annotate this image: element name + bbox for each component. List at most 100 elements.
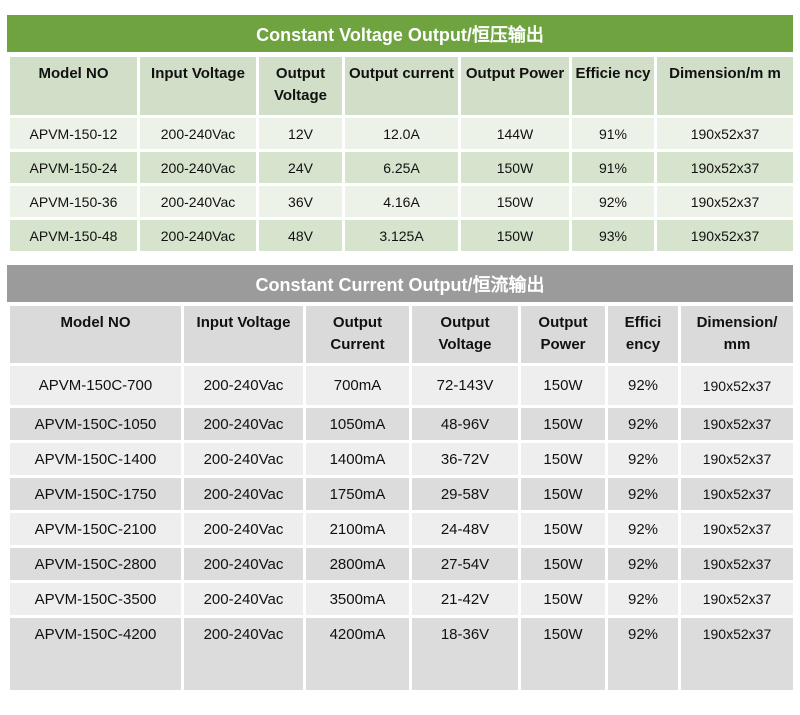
table-cell: 150W <box>518 615 608 693</box>
table-cell: 2100mA <box>303 510 412 548</box>
table-cell: APVM-150C-1750 <box>7 475 184 513</box>
table-cell: APVM-150-36 <box>7 183 140 220</box>
table-cell: 150W <box>518 405 608 443</box>
table-cell: APVM-150C-700 <box>7 363 184 408</box>
table-cell: 92% <box>569 183 657 220</box>
table-cell: 190x52x37 <box>678 405 796 443</box>
table-cell: 190x52x37 <box>678 510 796 548</box>
table-cell: 150W <box>458 217 572 254</box>
constant-voltage-table: Model NO Input Voltage Output Voltage Outpu… <box>7 54 796 254</box>
table-cell: 3.125A <box>342 217 461 254</box>
table-cell: 21-42V <box>409 580 521 618</box>
table-cell: 24-48V <box>409 510 521 548</box>
table-cell: APVM-150C-4200 <box>7 615 184 693</box>
table-cell: 150W <box>518 475 608 513</box>
table-cell: 1400mA <box>303 440 412 478</box>
table-cell: 150W <box>518 580 608 618</box>
table-cell: 200-240Vac <box>181 510 306 548</box>
table-cell: 190x52x37 <box>678 363 796 408</box>
column-header: Output Power <box>518 303 608 366</box>
column-header: Efficie ncy <box>569 54 657 118</box>
table-cell: 92% <box>605 510 681 548</box>
column-header: Model NO <box>7 54 140 118</box>
table-cell: 190x52x37 <box>678 545 796 583</box>
column-header: Dimension/ mm <box>678 303 796 366</box>
column-header: Output Voltage <box>256 54 345 118</box>
table-row: APVM-150C-2800 200-240Vac 2800mA 27-54V 150W… <box>7 545 796 583</box>
table-cell: APVM-150-12 <box>7 115 140 152</box>
table-cell: APVM-150-48 <box>7 217 140 254</box>
column-header: Output Voltage <box>409 303 521 366</box>
table-cell: 200-240Vac <box>137 183 259 220</box>
table-cell: 48V <box>256 217 345 254</box>
column-header: Output current <box>342 54 461 118</box>
constant-current-table: Model NO Input Voltage Output Current Outpu… <box>7 303 796 693</box>
table-cell: 6.25A <box>342 149 461 186</box>
column-header: Input Voltage <box>181 303 306 366</box>
table-cell: APVM-150-24 <box>7 149 140 186</box>
table-cell: 1750mA <box>303 475 412 513</box>
table-cell: 29-58V <box>409 475 521 513</box>
table-cell: 92% <box>605 615 681 693</box>
table-row: APVM-150C-4200 200-240Vac 4200mA 18-36V 150W… <box>7 615 796 693</box>
table-row: APVM-150-36 200-240Vac 36V 4.16A 150W 92% 190x… <box>7 183 796 220</box>
table-cell: 36V <box>256 183 345 220</box>
table-row: APVM-150C-1400 200-240Vac 1400mA 36-72V 150W… <box>7 440 796 478</box>
table-cell: 92% <box>605 440 681 478</box>
table-cell: 200-240Vac <box>137 217 259 254</box>
table-cell: 200-240Vac <box>181 363 306 408</box>
table-cell: 190x52x37 <box>678 580 796 618</box>
table-row: APVM-150C-2100 200-240Vac 2100mA 24-48V 150W… <box>7 510 796 548</box>
table-cell: APVM-150C-1400 <box>7 440 184 478</box>
table-cell: 92% <box>605 363 681 408</box>
table-cell: 150W <box>458 149 572 186</box>
constant-voltage-title: Constant Voltage Output/恒压输出 <box>7 15 793 52</box>
table-cell: APVM-150C-1050 <box>7 405 184 443</box>
table-cell: 150W <box>518 510 608 548</box>
table-cell: 200-240Vac <box>181 440 306 478</box>
table-cell: 4200mA <box>303 615 412 693</box>
table-cell: 200-240Vac <box>181 545 306 583</box>
table-cell: 12V <box>256 115 345 152</box>
column-header: Output Current <box>303 303 412 366</box>
table-cell: APVM-150C-2800 <box>7 545 184 583</box>
table-row: APVM-150C-1050 200-240Vac 1050mA 48-96V 150W… <box>7 405 796 443</box>
table-cell: APVM-150C-2100 <box>7 510 184 548</box>
table-cell: 1050mA <box>303 405 412 443</box>
table-cell: 36-72V <box>409 440 521 478</box>
column-header: Input Voltage <box>137 54 259 118</box>
table-cell: 200-240Vac <box>137 115 259 152</box>
table-cell: 200-240Vac <box>181 475 306 513</box>
constant-current-title: Constant Current Output/恒流输出 <box>7 265 793 302</box>
table-cell: 92% <box>605 405 681 443</box>
table-cell: 4.16A <box>342 183 461 220</box>
table-row: APVM-150C-3500 200-240Vac 3500mA 21-42V 150W… <box>7 580 796 618</box>
table-cell: 200-240Vac <box>181 580 306 618</box>
table-row: APVM-150-24 200-240Vac 24V 6.25A 150W 91% 190x… <box>7 149 796 186</box>
table-cell: 190x52x37 <box>678 615 796 693</box>
column-header: Effici ency <box>605 303 681 366</box>
table-cell: 3500mA <box>303 580 412 618</box>
table-cell: 200-240Vac <box>181 615 306 693</box>
header-row: Model NO Input Voltage Output Voltage Outpu… <box>7 54 796 118</box>
table-cell: 190x52x37 <box>654 115 796 152</box>
table-cell: 200-240Vac <box>137 149 259 186</box>
table-cell: 190x52x37 <box>654 149 796 186</box>
table-row: APVM-150-48 200-240Vac 48V 3.125A 150W 93% 190… <box>7 217 796 254</box>
table-cell: 12.0A <box>342 115 461 152</box>
table-cell: 190x52x37 <box>678 475 796 513</box>
table-cell: 27-54V <box>409 545 521 583</box>
table-cell: 150W <box>458 183 572 220</box>
table-cell: 190x52x37 <box>678 440 796 478</box>
table-cell: 700mA <box>303 363 412 408</box>
table-cell: 91% <box>569 115 657 152</box>
table-cell: 150W <box>518 440 608 478</box>
column-header: Output Power <box>458 54 572 118</box>
table-cell: 150W <box>518 545 608 583</box>
table-cell: 92% <box>605 545 681 583</box>
table-cell: 200-240Vac <box>181 405 306 443</box>
table-cell: 2800mA <box>303 545 412 583</box>
table-cell: 48-96V <box>409 405 521 443</box>
table-row: APVM-150C-1750 200-240Vac 1750mA 29-58V 150W… <box>7 475 796 513</box>
table-cell: 18-36V <box>409 615 521 693</box>
